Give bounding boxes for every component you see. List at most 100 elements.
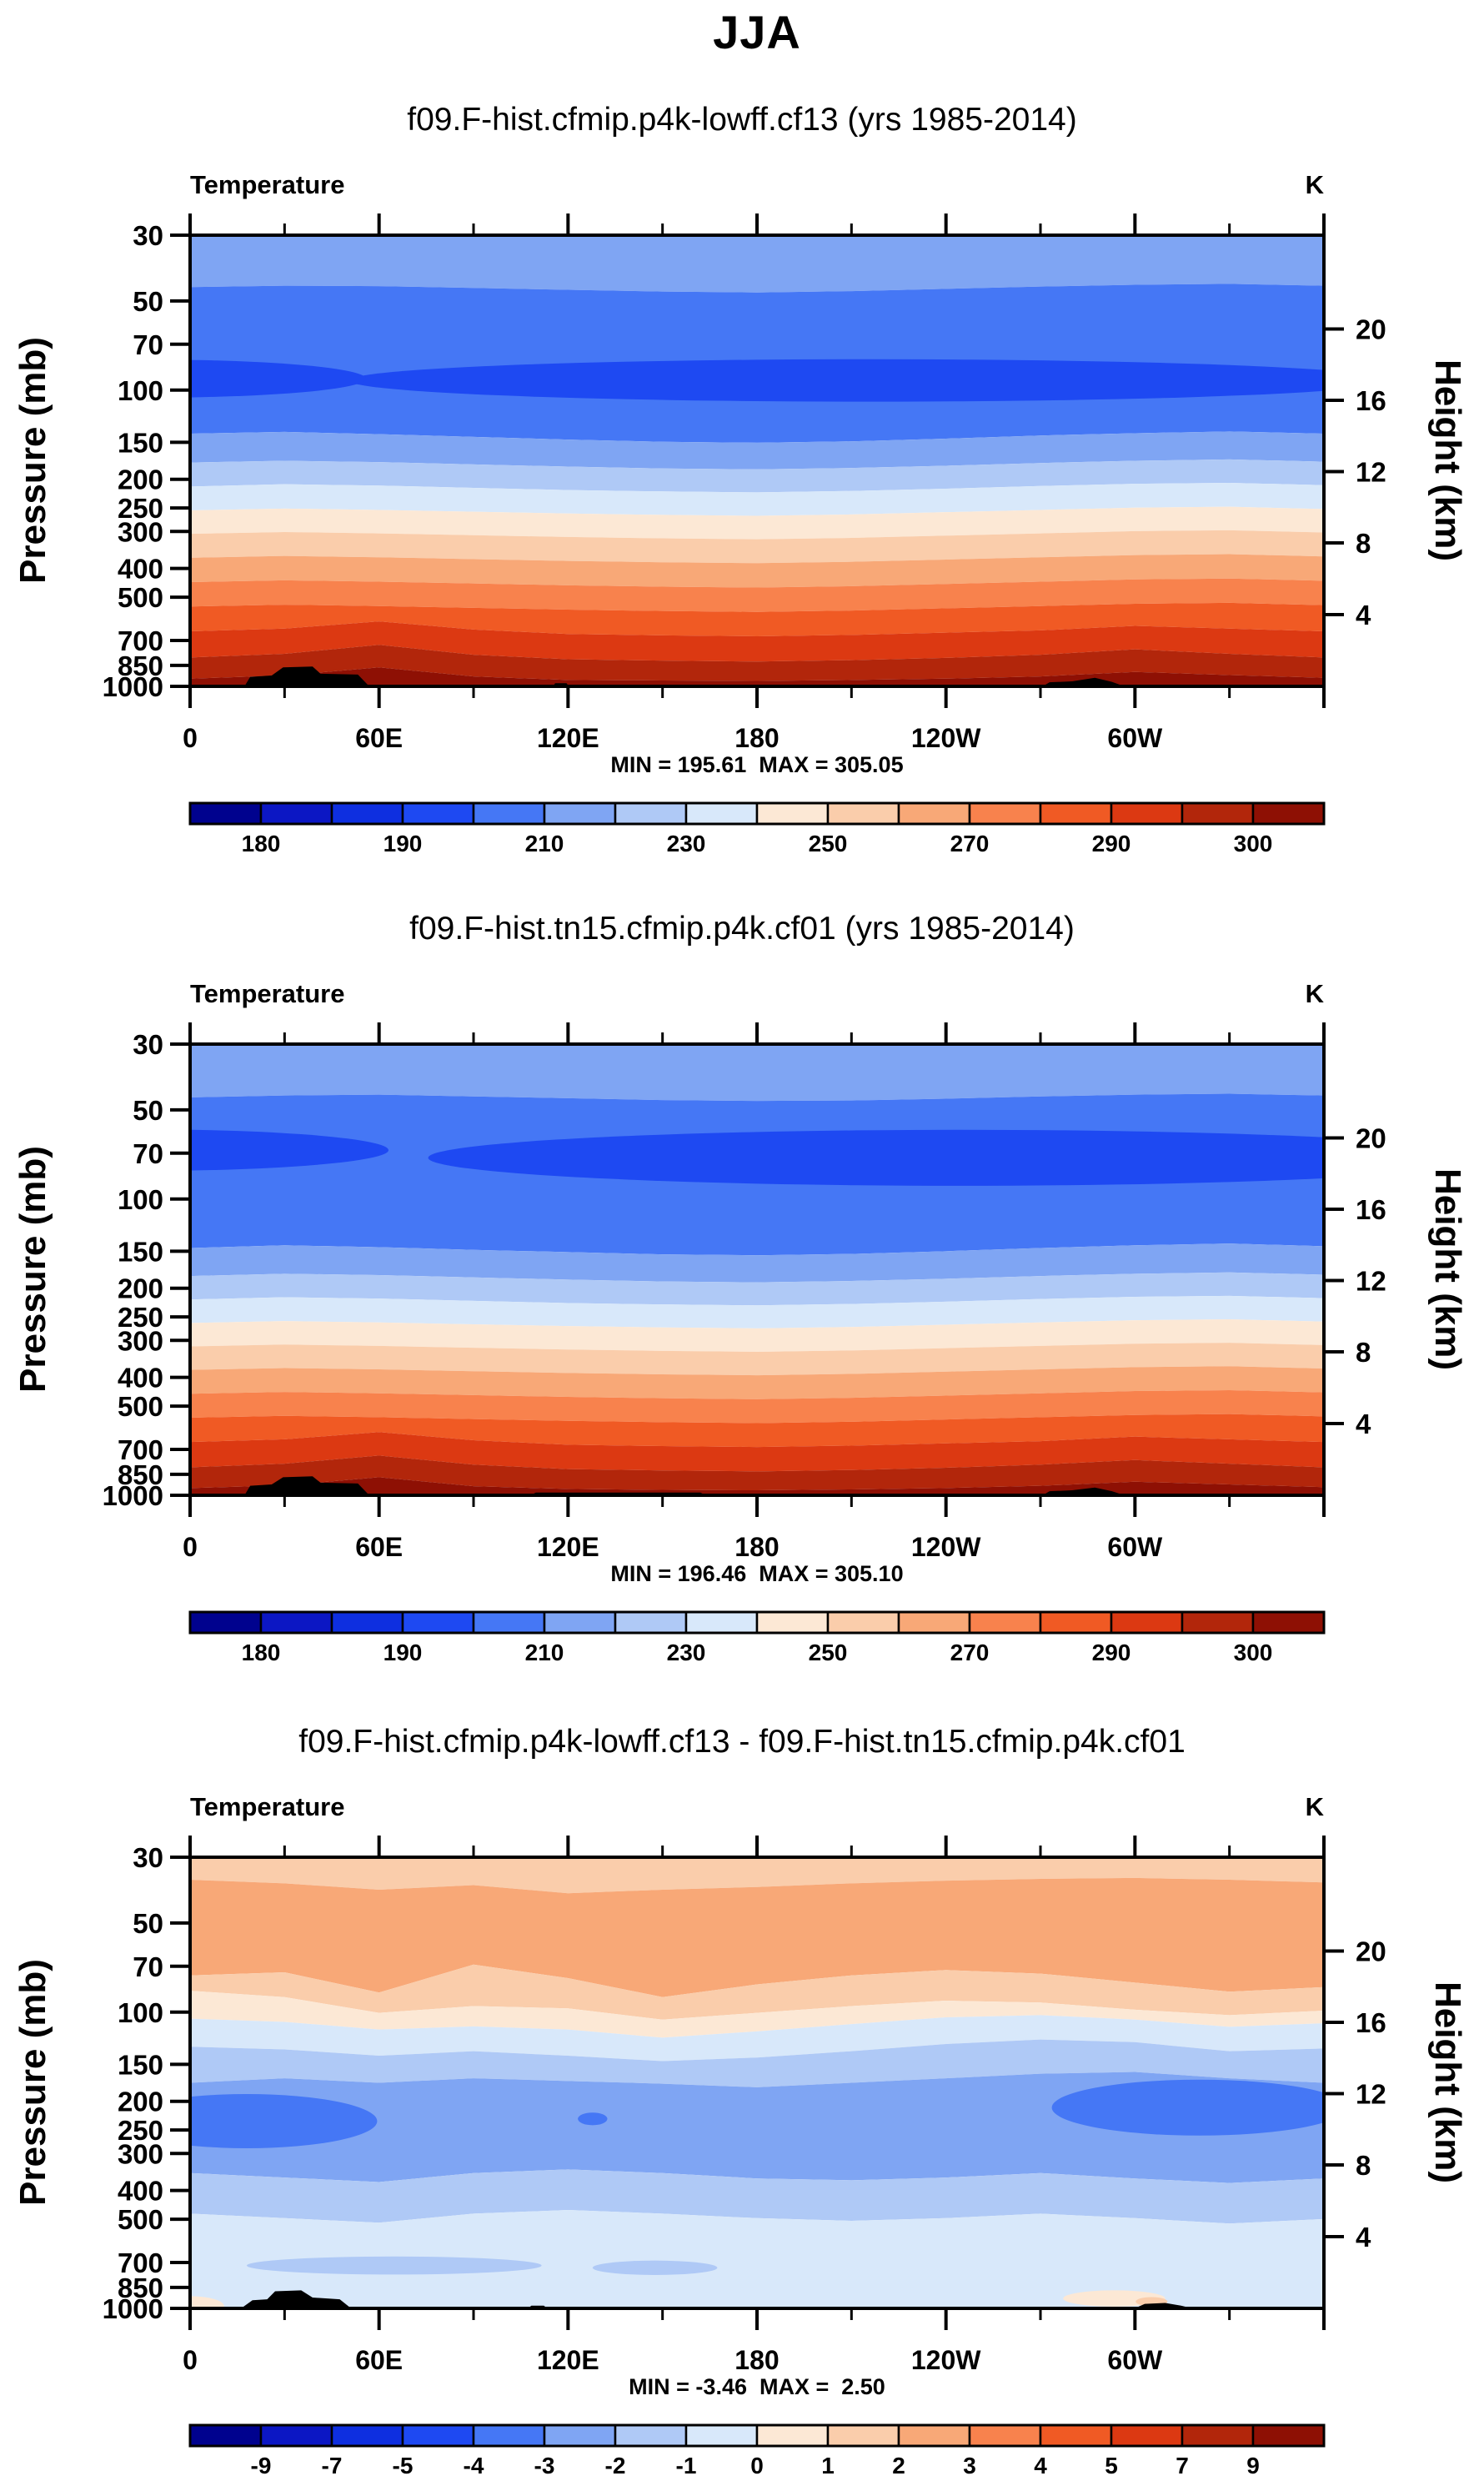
height-tick-label: 8 (1356, 528, 1371, 559)
panel-1-colorbar-svg: 180 190 210 230 250 270 290 300 (188, 801, 1326, 856)
pressure-tick-label: 1000 (103, 671, 163, 702)
longitude-tick-label: 180 (734, 2345, 779, 2375)
colorbar-tick-label: -3 (534, 2453, 555, 2478)
colorbar-cell (755, 1610, 830, 1635)
panel-1-field-label: Temperature (190, 170, 345, 199)
colorbar-cell (472, 801, 546, 826)
pressure-tick-label: 150 (118, 427, 163, 458)
colorbar-cell (1039, 2423, 1113, 2448)
contour-band (190, 602, 1324, 636)
contour-band (190, 1044, 1324, 1102)
colorbar-cell (543, 1610, 617, 1635)
contour-band (190, 1319, 1324, 1352)
colorbar-tick-label: -7 (322, 2453, 343, 2478)
contour-blob (592, 2260, 718, 2275)
colorbar-tick-label: 300 (1234, 831, 1273, 856)
longitude-tick-label: 60W (1107, 1532, 1163, 1562)
longitude-tick-label: 120E (537, 2345, 599, 2375)
pressure-tick-label: 70 (133, 1951, 163, 1982)
colorbar-cell (968, 801, 1042, 826)
contour-band (190, 2015, 1324, 2062)
colorbar-tick-label: 3 (963, 2453, 976, 2478)
colorbar-tick-label: 230 (667, 1640, 706, 1665)
pressure-tick-label: 700 (118, 1434, 163, 1465)
longitude-tick-label: 120W (911, 1532, 981, 1562)
colorbar-cell (968, 1610, 1042, 1635)
colorbar-tick-label: 180 (242, 1640, 281, 1665)
pressure-tick-label: 300 (118, 2138, 163, 2169)
colorbar-cell (826, 1610, 900, 1635)
pressure-tick-label: 70 (133, 1138, 163, 1169)
colorbar-cell (259, 1610, 333, 1635)
colorbar-tick-label: 180 (242, 831, 281, 856)
colorbar-cell (472, 1610, 546, 1635)
contour-blob (348, 359, 1324, 402)
longitude-tick-label: 60E (355, 1532, 403, 1562)
contour-blob (190, 2296, 224, 2308)
longitude-tick-label: 60W (1107, 2345, 1163, 2375)
longitude-tick-label: 0 (183, 2345, 198, 2375)
panel-2-units-label: K (1305, 979, 1324, 1008)
contour-band (190, 1414, 1324, 1448)
colorbar-tick-label: 7 (1176, 2453, 1189, 2478)
contour-band (190, 2072, 1324, 2183)
colorbar-tick-label: 2 (892, 2453, 905, 2478)
colorbar-cell (1181, 1610, 1255, 1635)
contour-band (190, 1857, 1324, 1894)
pressure-tick-label: 30 (133, 1029, 163, 1060)
pressure-tick-label: 100 (118, 375, 163, 406)
longitude-tick-label: 120E (537, 1532, 599, 1562)
contour-band (190, 578, 1324, 612)
pressure-tick-label: 300 (118, 516, 163, 547)
pressure-tick-label: 70 (133, 329, 163, 360)
contour-blob (428, 1129, 1324, 1186)
pressure-tick-label: 1000 (103, 2293, 163, 2324)
colorbar-tick-label: -4 (464, 2453, 484, 2478)
colorbar-cell (897, 801, 971, 826)
panel-3-units-label: K (1305, 1792, 1324, 1821)
colorbar-tick-label: 5 (1105, 2453, 1118, 2478)
pressure-tick-label: 850 (118, 1459, 163, 1490)
topography-fill (241, 2290, 352, 2308)
colorbar-cell (401, 2423, 475, 2448)
contour-band (190, 1272, 1324, 1306)
panel-3-minmax-label: MIN = -3.46 MAX = 2.50 (629, 2374, 885, 2399)
contour-band (190, 459, 1324, 493)
pressure-tick-label: 500 (118, 1391, 163, 1422)
pressure-tick-label: 150 (118, 2049, 163, 2080)
colorbar-cell (684, 1610, 759, 1635)
panel-3-title: f09.F-hist.cfmip.p4k-lowff.cf13 - f09.F-… (298, 1724, 1186, 1760)
contour-band (190, 1455, 1324, 1491)
pressure-tick-label: 30 (133, 220, 163, 251)
colorbar-cell (1039, 1610, 1113, 1635)
pressure-tick-label: 50 (133, 1908, 163, 1939)
colorbar-cell (755, 801, 830, 826)
contour-band (190, 1991, 1324, 2038)
contour-band (190, 1477, 1324, 1495)
panel-2-contour-plot: 30 50 70 100 150 200 250 300 400 500 700 850 1000 20 1… (0, 1007, 1484, 1574)
colorbar-tick-label: 270 (950, 831, 990, 856)
contour-band (190, 1243, 1324, 1283)
colorbar-frame (188, 2423, 1326, 2448)
height-tick-label: 8 (1356, 2150, 1371, 2181)
colorbar-tick-label: 210 (525, 1640, 564, 1665)
contour-band (190, 235, 1324, 293)
height-tick-label: 12 (1356, 1265, 1386, 1296)
contour-blob (190, 2094, 378, 2148)
pressure-tick-label: 200 (118, 465, 163, 495)
pressure-tick-label: 400 (118, 1363, 163, 1394)
pressure-tick-label: 850 (118, 2273, 163, 2303)
pressure-tick-label: 400 (118, 554, 163, 585)
contour-band (190, 2210, 1324, 2308)
longitude-tick-label: 0 (183, 1532, 198, 1562)
colorbar-cell (684, 801, 759, 826)
figure-title: JJA (713, 6, 801, 58)
contour-band (190, 1432, 1324, 1472)
colorbar-cell (614, 1610, 688, 1635)
pressure-tick-label: 30 (133, 1842, 163, 1873)
pressure-tick-label: 500 (118, 2204, 163, 2235)
topography-fill (244, 666, 369, 686)
longitude-tick-label: 120W (911, 723, 981, 753)
longitude-tick-label: 120E (537, 723, 599, 753)
